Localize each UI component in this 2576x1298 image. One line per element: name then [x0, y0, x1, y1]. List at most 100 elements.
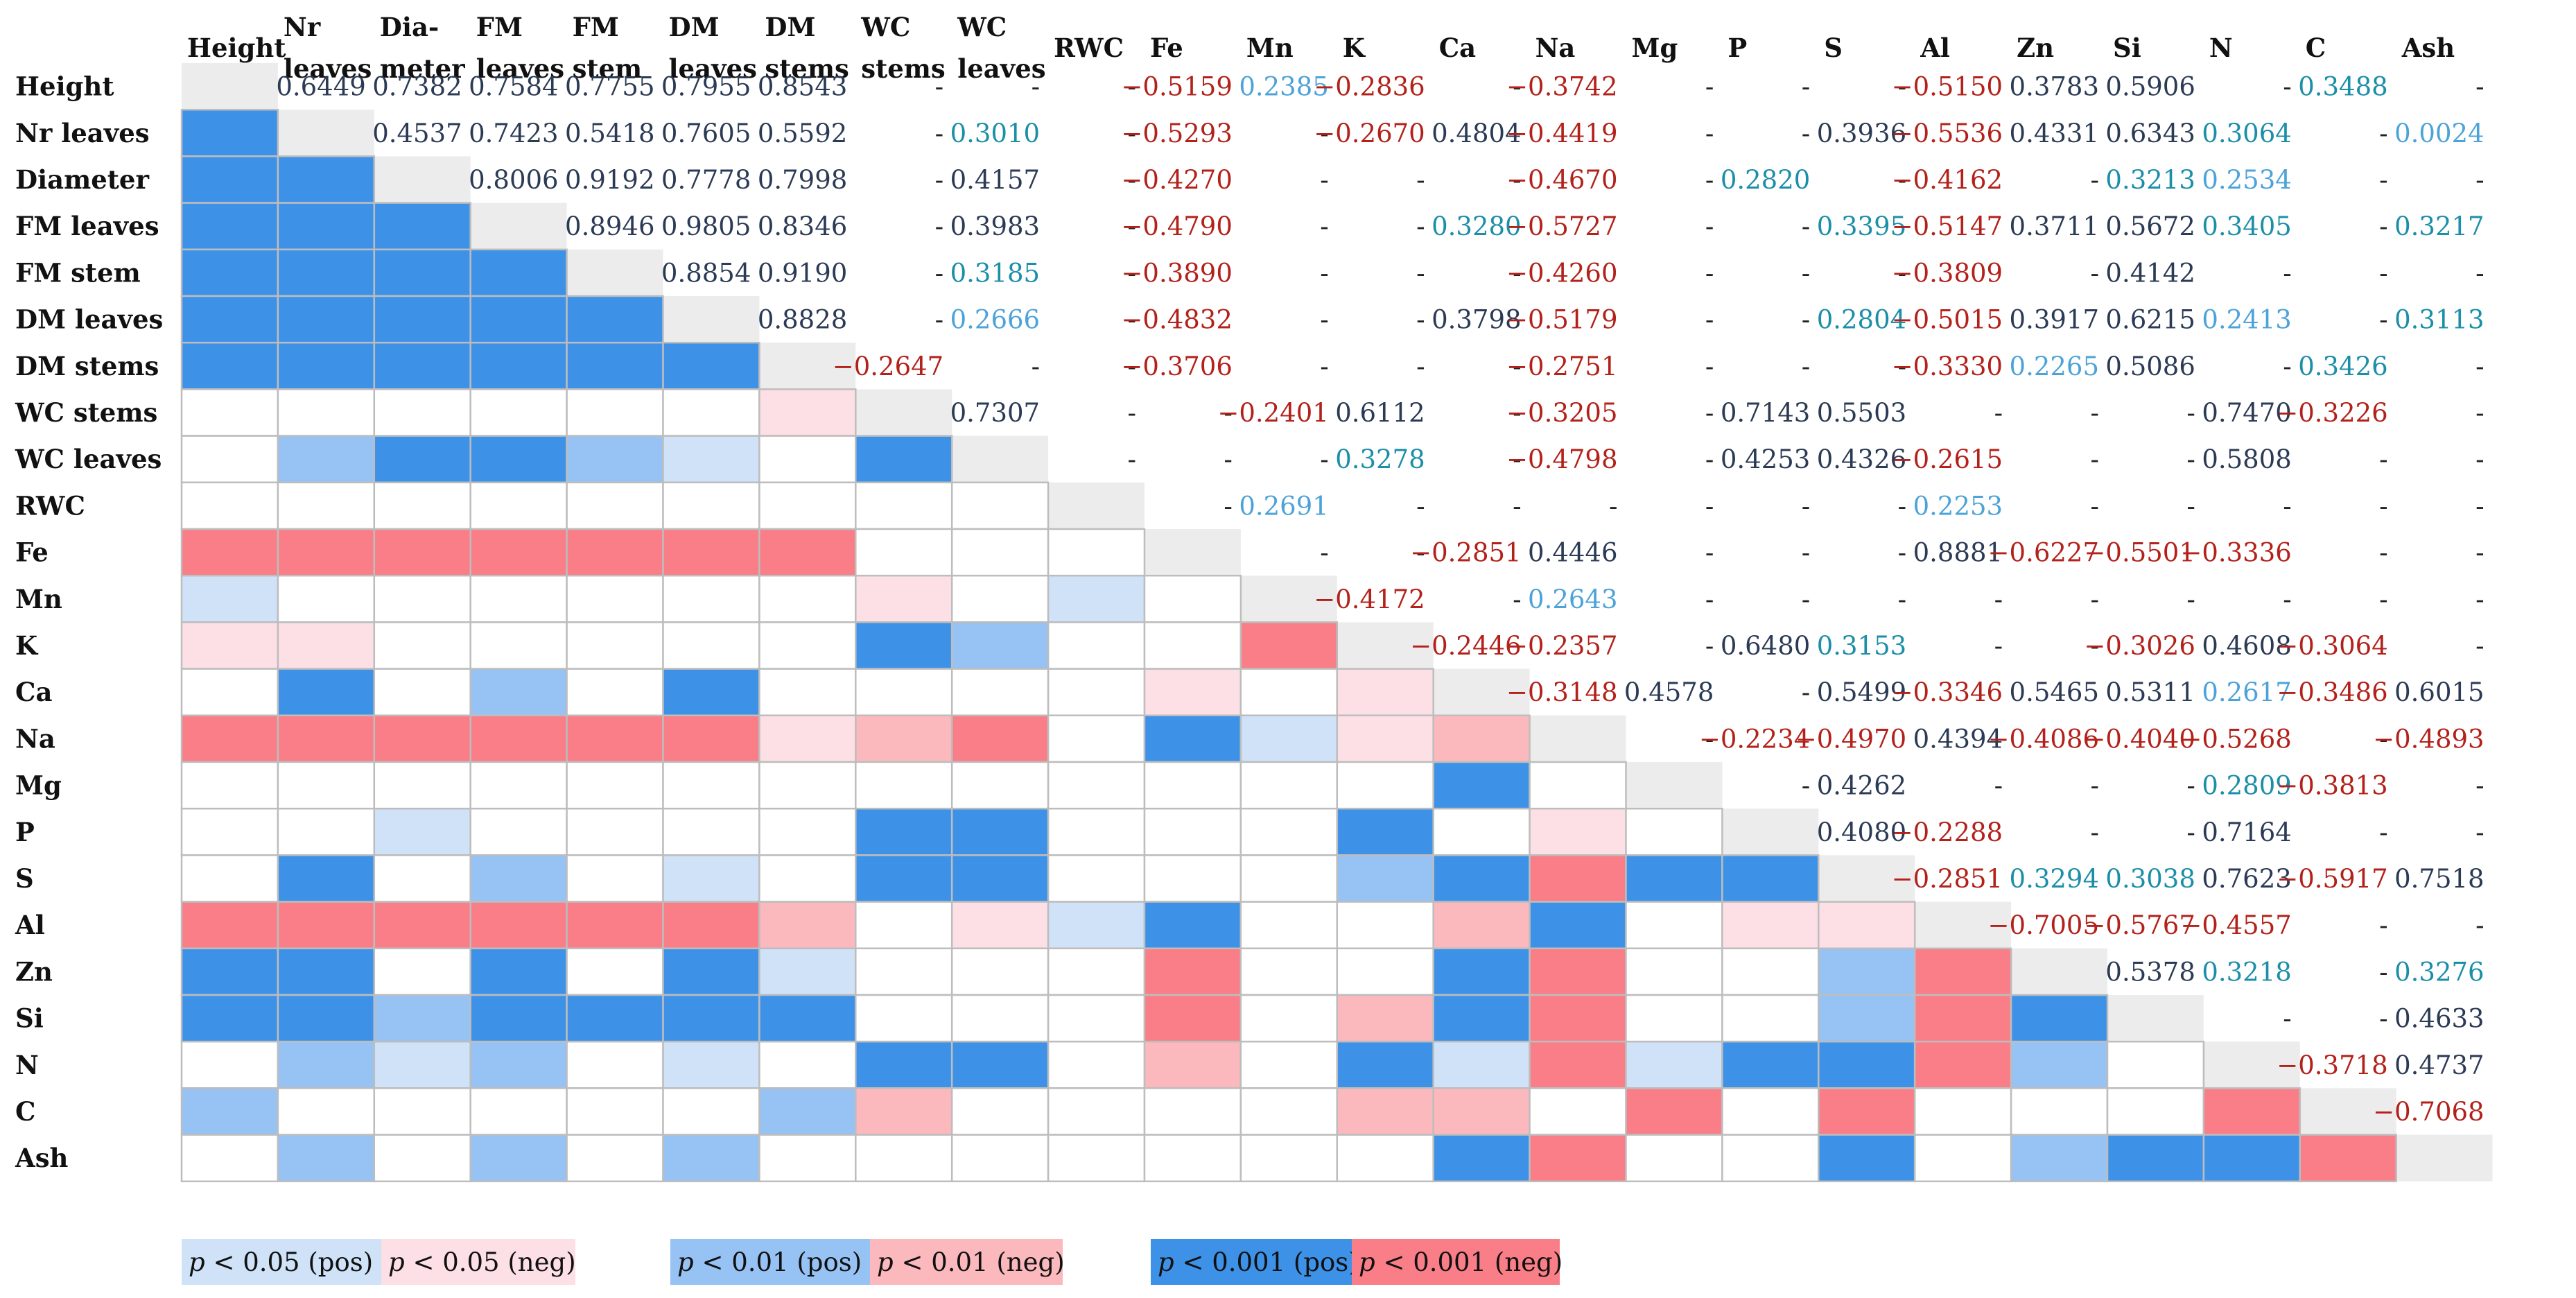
value-nr-leaves-ca: 0.4804 [1431, 119, 1521, 148]
value-s-zn: 0.3294 [2010, 864, 2099, 894]
cell-na-nr-leaves [277, 714, 376, 763]
row-header-zn: Zn [15, 956, 53, 987]
cell-mg-fe [1143, 761, 1242, 810]
diagonal-cell-wc-stems [855, 389, 952, 436]
value-fm-stem-na: −0.4260 [1506, 258, 1617, 288]
cell-wc-leaves-dm-stems [758, 435, 857, 484]
value-nr-leaves-n: 0.3064 [2202, 119, 2291, 148]
cell-k-dm-stems [758, 621, 857, 670]
column-header-mn: Mn [1246, 33, 1294, 63]
value-mg-zn: - [2090, 771, 2099, 801]
value-zn-c: - [2379, 957, 2388, 987]
cell-fm-stem-height [180, 248, 279, 297]
value-fe-s: - [1898, 538, 1907, 568]
value-al-ash: - [2475, 910, 2484, 940]
value-fm-leaves-wc-leaves: 0.3983 [950, 211, 1040, 241]
value-fm-leaves-p: - [1802, 211, 1811, 241]
diagonal-cell-wc-leaves [952, 435, 1049, 483]
cell-si-p [1721, 994, 1820, 1043]
value-wc-leaves-p: 0.4253 [1721, 444, 1810, 474]
value-wc-leaves-ash: - [2475, 444, 2484, 474]
cell-c-p [1721, 1087, 1820, 1136]
cell-si-zn [2010, 994, 2109, 1043]
value-height-wc-leaves: - [1032, 72, 1041, 102]
value-rwc-fe: - [1224, 491, 1233, 521]
legend-swatch [381, 1239, 575, 1285]
value-fe-c: - [2379, 538, 2388, 568]
value-dm-leaves-na: −0.5179 [1506, 305, 1617, 335]
cell-zn-ca [1432, 947, 1531, 996]
value-mn-si: - [2186, 585, 2195, 614]
cell-p-dm-leaves [662, 807, 760, 856]
value-nr-leaves-rwc: - [1127, 119, 1136, 148]
value-diameter-fm-stem: 0.9192 [565, 165, 654, 195]
cell-al-mg [1625, 901, 1723, 950]
value-height-c: 0.3488 [2298, 72, 2387, 102]
value-p-al: −0.2288 [1892, 817, 2003, 847]
value-dm-stems-zn: 0.2265 [2010, 352, 2099, 381]
diagonal-cell-fm-leaves [470, 202, 567, 250]
cell-p-fm-stem [566, 807, 664, 856]
value-ca-n: 0.2617 [2202, 677, 2291, 707]
cell-ash-na [1529, 1134, 1627, 1183]
value-k-n: 0.4608 [2202, 631, 2291, 661]
value-ca-na: −0.3148 [1506, 677, 1617, 707]
value-dm-leaves-p: - [1802, 305, 1811, 335]
row-header-height: Height [15, 71, 114, 102]
value-nr-leaves-wc-stems: - [935, 119, 944, 148]
value-nr-leaves-al: −0.5536 [1892, 119, 2003, 148]
cell-n-na [1529, 1040, 1627, 1089]
cell-n-height [180, 1040, 279, 1089]
value-dm-leaves-wc-leaves: 0.2666 [950, 305, 1040, 335]
cell-si-fm-leaves [469, 994, 568, 1043]
value-dm-leaves-ca: 0.3798 [1431, 305, 1521, 335]
value-fm-stem-dm-stems: 0.9190 [758, 258, 847, 288]
value-si-n: - [2283, 1004, 2292, 1034]
cell-p-dm-stems [758, 807, 857, 856]
value-ca-c: −0.3486 [2277, 677, 2387, 707]
legend-swatch [870, 1239, 1063, 1285]
value-dm-leaves-n: 0.2413 [2202, 305, 2291, 335]
legend-item-neg-1: p < 0.05 (neg) [381, 1239, 576, 1285]
cell-s-dm-stems [758, 854, 857, 903]
value-mg-si: - [2186, 771, 2195, 801]
cell-zn-fm-leaves [469, 947, 568, 996]
value-zn-ash: 0.3276 [2394, 957, 2484, 987]
cell-c-dm-leaves [662, 1087, 760, 1136]
legend-item-pos-3: p < 0.001 (pos) [1151, 1239, 1359, 1285]
cell-zn-fm-stem [566, 947, 664, 996]
cell-c-na [1529, 1087, 1627, 1136]
value-fm-leaves-s: 0.3395 [1817, 211, 1906, 241]
cell-dm-leaves-fm-leaves [469, 295, 568, 344]
cell-na-ca [1432, 714, 1531, 763]
value-fm-stem-ca: - [1513, 258, 1522, 288]
cell-na-fe [1143, 714, 1242, 763]
cell-n-p [1721, 1040, 1820, 1089]
cell-mg-diameter [373, 761, 471, 810]
value-wc-leaves-rwc: - [1127, 444, 1136, 474]
value-ca-si: 0.5311 [2105, 677, 2195, 707]
value-nr-leaves-dm-leaves: 0.7605 [661, 119, 751, 148]
cell-ash-k [1336, 1134, 1434, 1183]
value-diameter-wc-leaves: 0.4157 [950, 165, 1040, 195]
diagonal-cell-nr-leaves [277, 110, 374, 157]
cell-dm-stems-fm-leaves [469, 341, 568, 390]
value-s-si: 0.3038 [2105, 864, 2195, 894]
diagonal-cell-c [2299, 1088, 2396, 1135]
column-header-diameter: Dia-meter [380, 12, 465, 84]
row-header-s: S [15, 863, 34, 894]
row-header-c: C [15, 1096, 35, 1127]
value-fm-leaves-k: - [1416, 211, 1425, 241]
value-ca-zn: 0.5465 [2010, 677, 2099, 707]
cell-c-mg [1625, 1087, 1723, 1136]
cell-ca-height [180, 668, 279, 717]
cell-n-ca [1432, 1040, 1531, 1089]
column-header-zn: Zn [2017, 33, 2054, 63]
value-fm-stem-p: - [1802, 258, 1811, 288]
value-dm-leaves-fe: −0.4832 [1121, 305, 1232, 335]
cell-ash-wc-stems [855, 1134, 953, 1183]
row-header-wc-stems: WC stems [15, 397, 157, 428]
value-k-zn: - [2090, 631, 2099, 661]
value-na-s: −0.4970 [1795, 724, 1906, 754]
legend-item-neg-3: p < 0.001 (neg) [1352, 1239, 1563, 1285]
